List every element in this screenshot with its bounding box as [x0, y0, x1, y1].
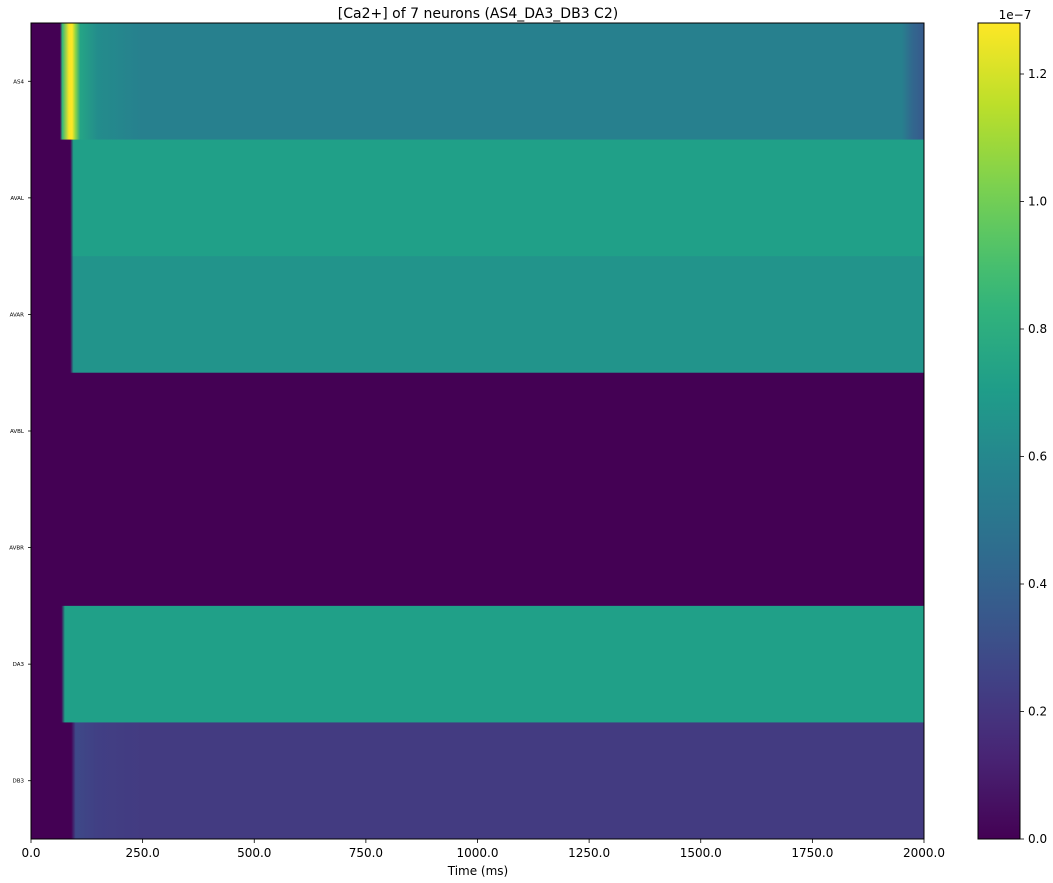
heatmap-row-aval	[31, 139, 924, 257]
y-tick-label: AVAL	[10, 196, 25, 202]
colorbar-tick-label: 1.2	[1028, 67, 1047, 81]
x-tick-label: 0.0	[21, 846, 40, 860]
heatmap-row-avbl	[31, 372, 924, 490]
x-tick-label: 2000.0	[903, 846, 945, 860]
x-tick-label: 1500.0	[680, 846, 722, 860]
colorbar-tick-label: 0.4	[1028, 577, 1047, 591]
y-tick-label: DA3	[13, 662, 25, 668]
colorbar-tick-label: 0.0	[1028, 832, 1047, 846]
x-axis-label: Time (ms)	[447, 864, 509, 878]
colorbar-gradient	[977, 22, 1021, 840]
colorbar-tick-label: 1.0	[1028, 195, 1047, 209]
x-tick-label: 1250.0	[568, 846, 610, 860]
x-tick-label: 1000.0	[457, 846, 499, 860]
colorbar-ticks: 0.0 0.2 0.4 0.6 0.8 1.0 1.2	[1020, 67, 1047, 846]
heatmap-row-avar	[31, 256, 924, 374]
colorbar-offset-label: 1e−7	[999, 8, 1032, 22]
y-tick-label: AVBR	[9, 546, 24, 552]
x-tick-label: 250.0	[125, 846, 159, 860]
row-labels: AS4 AVAL AVAR AVBL AVBR DA3 DB3	[9, 79, 31, 785]
heatmap-row-avbr	[31, 489, 924, 607]
y-tick-label: AS4	[13, 79, 24, 85]
colorbar-tick-label: 0.6	[1028, 450, 1047, 464]
x-tick-label: 750.0	[349, 846, 383, 860]
heatmap-row-db3	[31, 722, 924, 840]
heatmap-rows	[31, 23, 924, 840]
heatmap-row-da3	[31, 605, 924, 723]
y-tick-label: AVBL	[10, 429, 25, 435]
colorbar: 1e−7 0.0 0.2 0.4 0.6 0.8 1.0 1.2	[977, 8, 1047, 846]
colorbar-tick-label: 0.8	[1028, 322, 1047, 336]
y-tick-label: DB3	[12, 779, 24, 785]
x-axis: 0.0 250.0 500.0 750.0 1000.0 1250.0 1500.0 1750…	[21, 839, 945, 860]
colorbar-tick-label: 0.2	[1028, 705, 1047, 719]
heatmap-row-as4	[31, 23, 924, 141]
y-tick-label: AVAR	[10, 312, 25, 318]
x-tick-label: 500.0	[237, 846, 271, 860]
chart-title: [Ca2+] of 7 neurons (AS4_DA3_DB3 C2)	[338, 6, 618, 22]
x-tick-label: 1750.0	[791, 846, 833, 860]
